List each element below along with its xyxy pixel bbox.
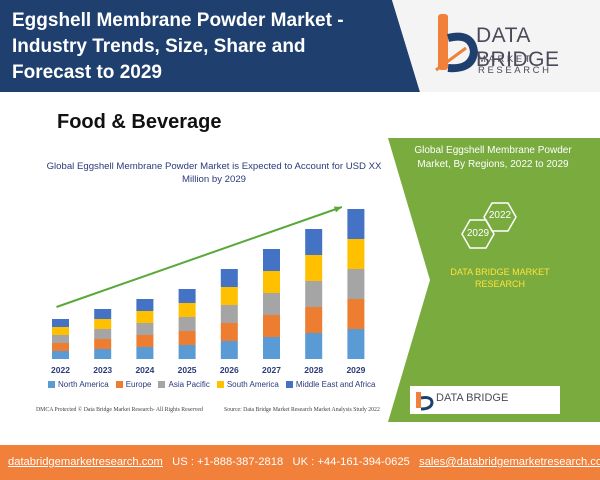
- bar-segment-2028-2: [305, 281, 323, 307]
- legend-swatch: [48, 381, 55, 388]
- bar-segment-2022-1: [52, 343, 69, 351]
- bar-segment-2025-4: [178, 289, 196, 303]
- trend-arrowhead-icon: [333, 206, 342, 213]
- legend-item: Asia Pacific: [158, 380, 210, 389]
- x-tick-label: 2028: [304, 365, 323, 375]
- legend-label: North America: [58, 380, 109, 389]
- legend-item: North America: [48, 380, 109, 389]
- x-tick-label: 2026: [220, 365, 239, 375]
- legend-swatch: [216, 381, 224, 388]
- hexagon-2029-icon: [461, 219, 495, 249]
- header-blue-band: [0, 0, 420, 92]
- regions-panel: [388, 138, 600, 422]
- bar-segment-2022-0: [52, 351, 69, 359]
- data-bridge-logo-icon: [435, 14, 479, 73]
- bar-segment-2028-0: [305, 333, 323, 359]
- bar-segment-2029-4: [347, 209, 365, 239]
- uk-phone[interactable]: UK : +44-161-394-0625: [292, 456, 410, 468]
- legend-item: Europe: [115, 380, 152, 389]
- bar-segment-2023-3: [94, 319, 112, 329]
- contact-footer: databridgemarketresearch.com US : +1-888…: [0, 445, 600, 480]
- bar-segment-2029-3: [347, 239, 365, 269]
- bar-segment-2023-1: [94, 339, 112, 349]
- bar-segment-2024-2: [136, 323, 154, 335]
- bar-segment-2025-1: [178, 331, 196, 345]
- trend-arrow-line: [56, 206, 343, 308]
- bar-segment-2024-4: [136, 299, 154, 311]
- email-link[interactable]: sales@databridgemarketresearch.com: [419, 456, 600, 468]
- bar-segment-2022-4: [52, 319, 69, 327]
- bar-segment-2027-0: [263, 337, 280, 359]
- bar-segment-2026-0: [220, 341, 238, 359]
- bar-segment-2029-0: [347, 329, 365, 359]
- bar-segment-2024-3: [136, 311, 154, 323]
- logo-tagline: MARKET RESEARCH: [478, 54, 552, 76]
- bar-segment-2025-2: [178, 317, 196, 331]
- bar-segment-2023-2: [94, 329, 112, 339]
- bar-segment-2027-1: [263, 315, 280, 337]
- bar-segment-2027-2: [263, 293, 280, 315]
- panel-background: [388, 138, 600, 422]
- copyright-note: DMCA Protected © Data Bridge Market Rese…: [36, 407, 203, 413]
- legend-label: Asia Pacific: [168, 380, 210, 389]
- footer-contacts: databridgemarketresearch.com US : +1-888…: [8, 456, 600, 468]
- bar-segment-2027-4: [263, 249, 280, 271]
- x-tick-label: 2027: [262, 365, 281, 375]
- bar-segment-2028-1: [305, 307, 323, 333]
- stacked-bar-chart: 2022 2023 2024 2025 2026 2027 2028 2029: [51, 206, 366, 375]
- x-tick-label: 2024: [135, 365, 154, 375]
- bar-segment-2024-0: [136, 347, 154, 359]
- x-tick-label: 2029: [346, 365, 365, 375]
- panel-logo-curve-icon: [420, 396, 434, 411]
- bar-segment-2024-1: [136, 335, 154, 347]
- website-link[interactable]: databridgemarketresearch.com: [8, 456, 163, 468]
- bar-segment-2022-3: [52, 327, 69, 335]
- bar-segment-2026-4: [220, 269, 238, 287]
- x-tick-label: 2022: [51, 365, 70, 375]
- panel-title: Global Eggshell Membrane Powder Market, …: [414, 145, 572, 170]
- chart-legend: North America Europe Asia Pacific South Ame…: [48, 380, 388, 389]
- legend-swatch: [158, 381, 166, 388]
- x-tick-label: 2025: [178, 365, 197, 375]
- legend-swatch: [115, 381, 123, 388]
- panel-logo-name: DATA BRIDGE: [436, 392, 509, 404]
- bar-segment-2028-4: [305, 229, 323, 255]
- panel-brand: DATA BRIDGE MARKET RESEARCH: [450, 267, 550, 289]
- legend-item: Middle East and Africa: [285, 380, 376, 389]
- source-note: Source: Data Bridge Market Research Mark…: [224, 407, 380, 413]
- bar-segment-2026-3: [220, 287, 238, 305]
- bar-segment-2022-2: [52, 335, 69, 343]
- legend-label: Middle East and Africa: [295, 380, 376, 389]
- x-tick-label: 2023: [93, 365, 112, 375]
- legend-label: Europe: [125, 380, 152, 389]
- bar-segment-2029-2: [347, 269, 365, 299]
- us-phone[interactable]: US : +1-888-387-2818: [172, 456, 284, 468]
- bar-segment-2023-0: [94, 349, 112, 359]
- bar-segment-2025-3: [178, 303, 196, 317]
- panel-logo-box: [410, 386, 560, 414]
- page-title: Eggshell Membrane Powder Market - Indust…: [12, 10, 344, 83]
- chart-title: Global Eggshell Membrane Powder Market i…: [46, 161, 382, 185]
- panel-logo-icon: [416, 392, 421, 408]
- bar-segment-2029-1: [347, 299, 365, 329]
- bar-segment-2026-2: [220, 305, 238, 323]
- logo-name: DATA BRIDGE: [476, 24, 560, 71]
- legend-item: South America: [216, 380, 279, 389]
- category-heading: Food & Beverage: [57, 111, 222, 133]
- bar-segment-2026-1: [220, 323, 238, 341]
- legend-swatch: [285, 381, 293, 388]
- bar-segment-2028-3: [305, 255, 323, 281]
- bar-segment-2023-4: [94, 309, 112, 319]
- hex-label-end: 2022: [488, 210, 512, 221]
- bar-segment-2027-3: [263, 271, 280, 293]
- hex-label-start: 2029: [466, 228, 490, 239]
- legend-label: South America: [226, 380, 279, 389]
- page-header: Eggshell Membrane Powder Market - Indust…: [0, 0, 600, 92]
- bar-segment-2025-0: [178, 345, 196, 359]
